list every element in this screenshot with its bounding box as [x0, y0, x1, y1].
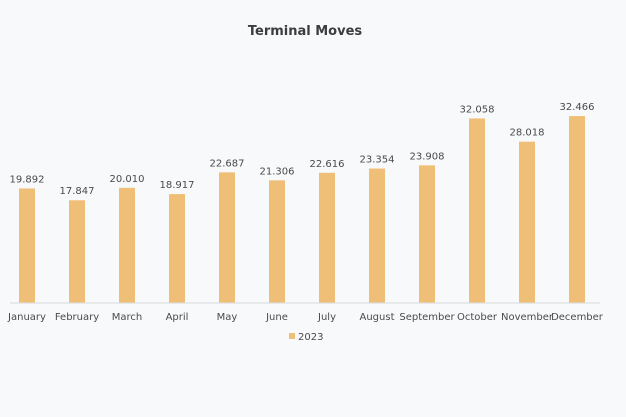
data-label-may: 22.687	[210, 158, 245, 169]
x-tick-july: July	[317, 312, 336, 323]
data-label-december: 32.466	[560, 102, 595, 113]
bar-december	[569, 116, 585, 303]
bar-june	[269, 180, 285, 303]
data-label-september: 23.908	[410, 151, 445, 162]
bar-may	[219, 172, 235, 303]
bar-january	[19, 188, 35, 303]
x-tick-april: April	[166, 312, 189, 323]
bars-group	[19, 116, 585, 303]
bar-november	[519, 141, 535, 303]
chart-title: Terminal Moves	[248, 24, 363, 39]
x-tick-labels: January February March April May June July Augu…	[7, 312, 604, 323]
bar-march	[119, 187, 135, 303]
legend: 2023	[289, 332, 323, 343]
data-label-april: 18.917	[160, 180, 195, 191]
data-label-october: 32.058	[460, 104, 495, 115]
bar-october	[469, 118, 485, 303]
x-tick-october: October	[457, 312, 498, 323]
x-tick-november: November	[501, 312, 554, 323]
data-label-july: 22.616	[310, 159, 345, 170]
bar-august	[369, 168, 385, 303]
x-tick-december: December	[551, 312, 604, 323]
x-tick-august: August	[360, 312, 395, 323]
data-label-november: 28.018	[510, 128, 545, 139]
data-labels-group: 19.892 17.847 20.010 18.917 22.687 21.306 22.6…	[10, 102, 595, 197]
x-tick-june: June	[265, 312, 288, 323]
x-tick-february: February	[55, 312, 99, 323]
data-label-august: 23.354	[360, 155, 395, 166]
bar-february	[69, 200, 85, 303]
data-label-february: 17.847	[60, 186, 95, 197]
data-label-january: 19.892	[10, 174, 45, 185]
bar-september	[419, 165, 435, 303]
legend-swatch-2023	[289, 333, 295, 339]
x-tick-january: January	[7, 312, 46, 323]
x-tick-march: March	[112, 312, 142, 323]
data-label-june: 21.306	[260, 166, 295, 177]
bar-july	[319, 172, 335, 303]
bar-april	[169, 194, 185, 303]
x-tick-may: May	[217, 312, 238, 323]
legend-label-2023: 2023	[298, 332, 323, 343]
x-tick-september: September	[399, 312, 455, 323]
data-label-march: 20.010	[110, 174, 145, 185]
